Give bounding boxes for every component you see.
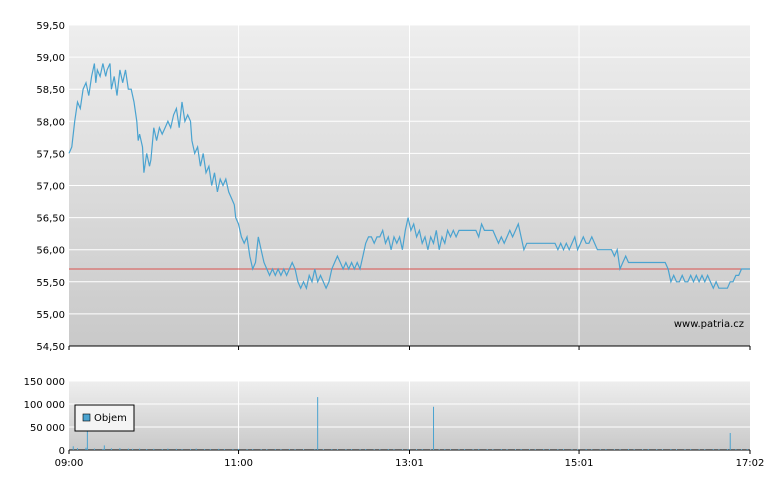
volume-y-tick-label: 0 (59, 446, 65, 457)
x-tick-label: 17:02 (736, 458, 765, 469)
price-y-tick-label: 55,50 (36, 278, 65, 289)
x-tick-label: 09:00 (55, 458, 84, 469)
price-series-line (68, 63, 750, 291)
volume-y-tick-label: 100 000 (24, 400, 65, 411)
price-panel: 54,50 55,00 55,50 56,00 56,50 57,00 57,50 58,00… (36, 21, 751, 353)
price-y-tick-label: 57,50 (36, 149, 65, 160)
x-tick-label: 11:00 (224, 458, 253, 469)
legend-swatch (82, 413, 91, 422)
price-y-tick-label: 59,00 (36, 53, 65, 64)
price-y-tick-label: 57,00 (36, 182, 65, 193)
price-y-tick-label: 55,00 (36, 310, 65, 321)
price-y-tick-label: 54,50 (36, 342, 65, 353)
price-y-tick-label: 58,00 (36, 117, 65, 128)
x-tick-label: 15:01 (565, 458, 594, 469)
volume-legend: Objem (74, 404, 135, 432)
x-tick-label: 13:01 (395, 458, 424, 469)
legend-label: Objem (94, 413, 127, 424)
volume-y-tick-label: 50 000 (30, 423, 65, 434)
price-y-tick-label: 59,50 (36, 21, 65, 32)
volume-panel: 0 50 000 100 000 150 000 09:00 11:00 13:01 15:0… (24, 377, 765, 469)
price-y-tick-label: 58,50 (36, 85, 65, 96)
price-y-tick-label: 56,00 (36, 246, 65, 257)
price-y-tick-label: 56,50 (36, 214, 65, 225)
watermark-text: www.patria.cz (674, 319, 744, 330)
volume-y-tick-label: 150 000 (24, 377, 65, 388)
